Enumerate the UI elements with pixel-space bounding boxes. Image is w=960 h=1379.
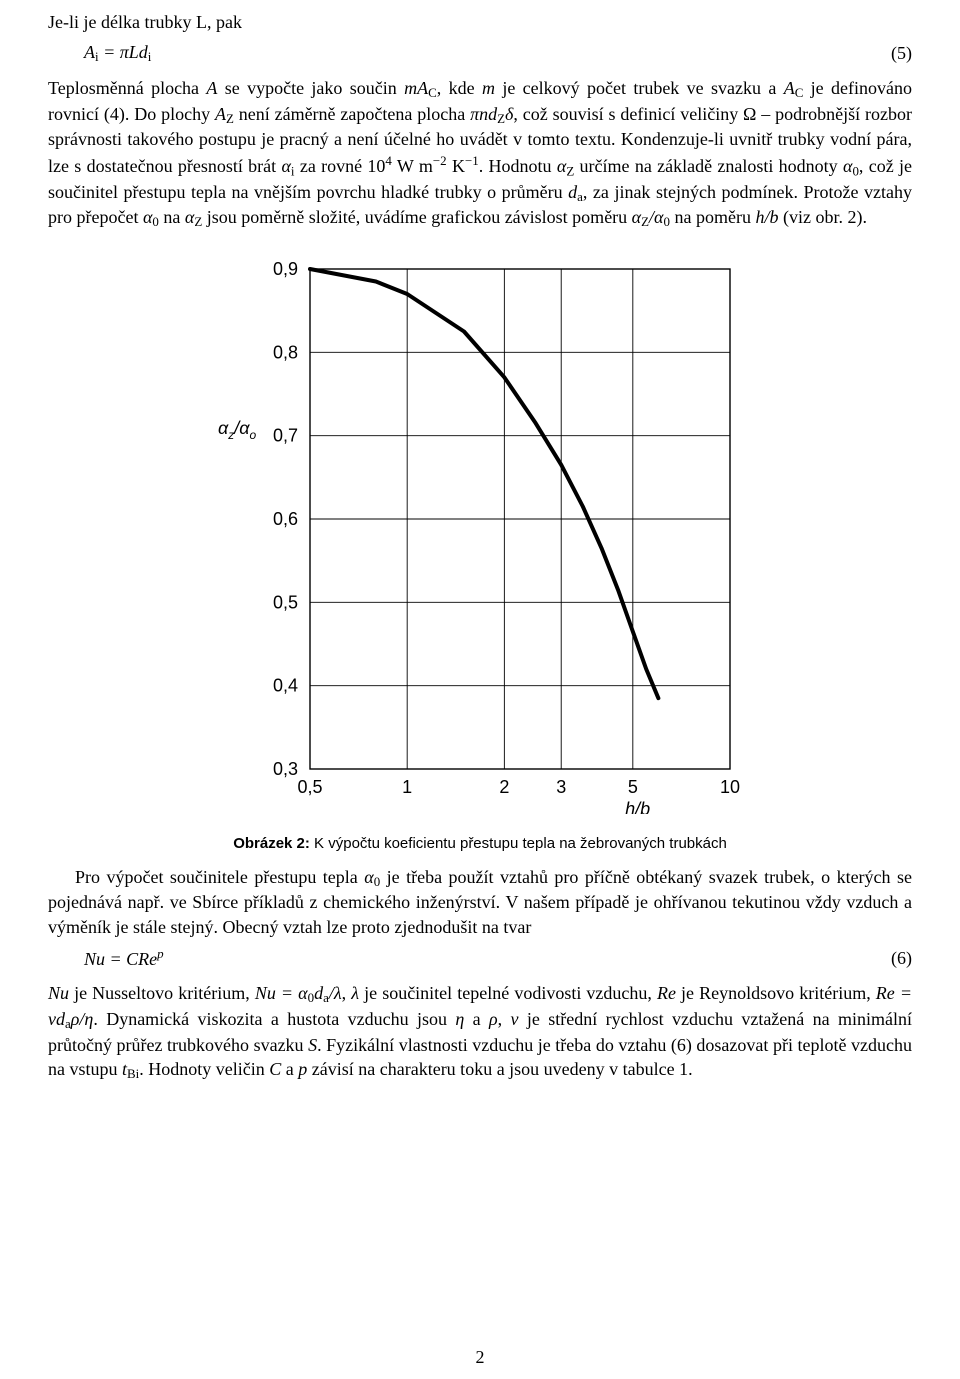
sup-m2: −2 bbox=[433, 153, 447, 168]
sym-Nu2: Nu = α bbox=[255, 983, 308, 1003]
paragraph-2: Teplosměnná plocha A se vypočte jako sou… bbox=[48, 76, 912, 231]
txt: K bbox=[447, 156, 465, 176]
txt: na poměru bbox=[670, 207, 755, 227]
svg-text:0,5: 0,5 bbox=[297, 777, 322, 797]
txt: Teplosměnná plocha bbox=[48, 78, 206, 98]
paragraph-intro: Je-li je délka trubky L, pak bbox=[48, 10, 912, 34]
sym-alpha0b: α bbox=[143, 207, 152, 227]
caption-text: K výpočtu koeficientu přestupu tepla na … bbox=[310, 835, 727, 852]
svg-text:3: 3 bbox=[556, 777, 566, 797]
page-number: 2 bbox=[0, 1345, 960, 1369]
sym-AC: A bbox=[784, 78, 795, 98]
sym-pndZd-a: πnd bbox=[470, 104, 497, 124]
txt: Pro výpočet součinitele přestupu tepla bbox=[75, 867, 364, 887]
sym-C: C bbox=[269, 1059, 281, 1079]
sub-Bi: Bi bbox=[127, 1066, 139, 1081]
txt: se vypočte jako součin bbox=[217, 78, 404, 98]
chart-svg: 0,3 0,4 0,5 0,6 0,7 0,8 0,9 0,5 1 2 3 5 10 αz/αo h/b bbox=[200, 249, 760, 814]
sym-rhoeta: ρ/η bbox=[71, 1009, 94, 1029]
txt: na bbox=[159, 207, 185, 227]
figure-2: 0,3 0,4 0,5 0,6 0,7 0,8 0,9 0,5 1 2 3 5 10 αz/αo h/b O… bbox=[200, 249, 760, 855]
caption-label: Obrázek 2: bbox=[233, 835, 310, 852]
sym-alpha0c: α bbox=[364, 867, 373, 887]
svg-text:2: 2 bbox=[499, 777, 509, 797]
sub-Z: Z bbox=[226, 111, 234, 126]
equation-5: Ai = πLdi (5) bbox=[48, 40, 912, 66]
sym-da: d bbox=[568, 182, 577, 202]
txt: za rovné 10 bbox=[295, 156, 386, 176]
sym-Re: Re bbox=[657, 983, 676, 1003]
sub-Z2: Z bbox=[497, 111, 505, 126]
sym-v: v bbox=[511, 1009, 519, 1029]
svg-text:0,4: 0,4 bbox=[273, 676, 298, 696]
txt: určíme na základě znalosti hodnoty bbox=[574, 156, 843, 176]
equation-5-number: (5) bbox=[881, 41, 912, 65]
svg-text:0,8: 0,8 bbox=[273, 342, 298, 362]
txt: je součinitel tepelné vodivosti vzduchu, bbox=[359, 983, 657, 1003]
sym-A: A bbox=[206, 78, 217, 98]
svg-text:αz/αo: αz/αo bbox=[218, 418, 257, 442]
sym-m: m bbox=[482, 78, 495, 98]
sym-S: S bbox=[308, 1035, 317, 1055]
paragraph-4: Nu je Nusseltovo kritérium, Nu = α0da/λ,… bbox=[48, 981, 912, 1082]
sym-alpha-i: α bbox=[281, 156, 290, 176]
txt: není záměrně započtena plocha bbox=[234, 104, 470, 124]
sup-m1: −1 bbox=[465, 153, 479, 168]
equation-6: Nu = CRep (6) bbox=[48, 945, 912, 971]
svg-text:0,5: 0,5 bbox=[273, 592, 298, 612]
sub-Z5: Z bbox=[641, 215, 649, 230]
svg-text:h/b: h/b bbox=[625, 799, 650, 814]
svg-text:5: 5 bbox=[628, 777, 638, 797]
equation-5-body: Ai = πLdi bbox=[48, 40, 881, 66]
equation-6-body: Nu = CRep bbox=[48, 945, 881, 971]
sym-d: d bbox=[314, 983, 323, 1003]
txt: . Dynamická viskozita a hustota vzduchu … bbox=[93, 1009, 455, 1029]
sym-hb: h/b bbox=[755, 207, 778, 227]
txt: , kde bbox=[437, 78, 482, 98]
txt: je Nusseltovo kritérium, bbox=[69, 983, 255, 1003]
sym-eta: η bbox=[455, 1009, 464, 1029]
sym-lambda: λ bbox=[351, 983, 359, 1003]
svg-text:0,9: 0,9 bbox=[273, 259, 298, 279]
txt: , bbox=[342, 983, 352, 1003]
equation-6-number: (6) bbox=[881, 946, 912, 970]
txt: závisí na charakteru toku a jsou uvedeny… bbox=[307, 1059, 692, 1079]
svg-text:10: 10 bbox=[720, 777, 740, 797]
paragraph-3: Pro výpočet součinitele přestupu tepla α… bbox=[48, 865, 912, 939]
svg-text:0,7: 0,7 bbox=[273, 426, 298, 446]
txt: a bbox=[464, 1009, 489, 1029]
sym-ratio-b: /α bbox=[649, 207, 663, 227]
sym-mAC: mA bbox=[404, 78, 428, 98]
svg-text:0,3: 0,3 bbox=[273, 759, 298, 779]
txt: (viz obr. 2). bbox=[778, 207, 866, 227]
txt: . Hodnoty veličin bbox=[139, 1059, 269, 1079]
figure-2-caption: Obrázek 2: K výpočtu koeficientu přestup… bbox=[200, 834, 760, 854]
sym-AZ: A bbox=[215, 104, 226, 124]
txt: , bbox=[498, 1009, 511, 1029]
sym-Nu1: Nu bbox=[48, 983, 69, 1003]
sym-rho: ρ bbox=[489, 1009, 498, 1029]
sym-overlam: /λ bbox=[329, 983, 342, 1003]
txt: jsou poměrně složité, uvádíme grafickou … bbox=[202, 207, 631, 227]
sym-alphaZ: α bbox=[557, 156, 566, 176]
txt: . Hodnotu bbox=[479, 156, 557, 176]
sym-alphaZb: α bbox=[185, 207, 194, 227]
sym-p: p bbox=[298, 1059, 307, 1079]
eq6-exp: p bbox=[157, 946, 163, 961]
txt: W m bbox=[392, 156, 433, 176]
svg-text:1: 1 bbox=[402, 777, 412, 797]
txt: je celkový počet trubek ve svazku a bbox=[495, 78, 784, 98]
svg-text:0,6: 0,6 bbox=[273, 509, 298, 529]
sym-ratio-a: α bbox=[632, 207, 641, 227]
txt: je Reynoldsovo kritérium, bbox=[676, 983, 876, 1003]
eq6-lhs: Nu = CRe bbox=[84, 949, 157, 969]
txt: a bbox=[281, 1059, 298, 1079]
sub-C: C bbox=[428, 85, 437, 100]
